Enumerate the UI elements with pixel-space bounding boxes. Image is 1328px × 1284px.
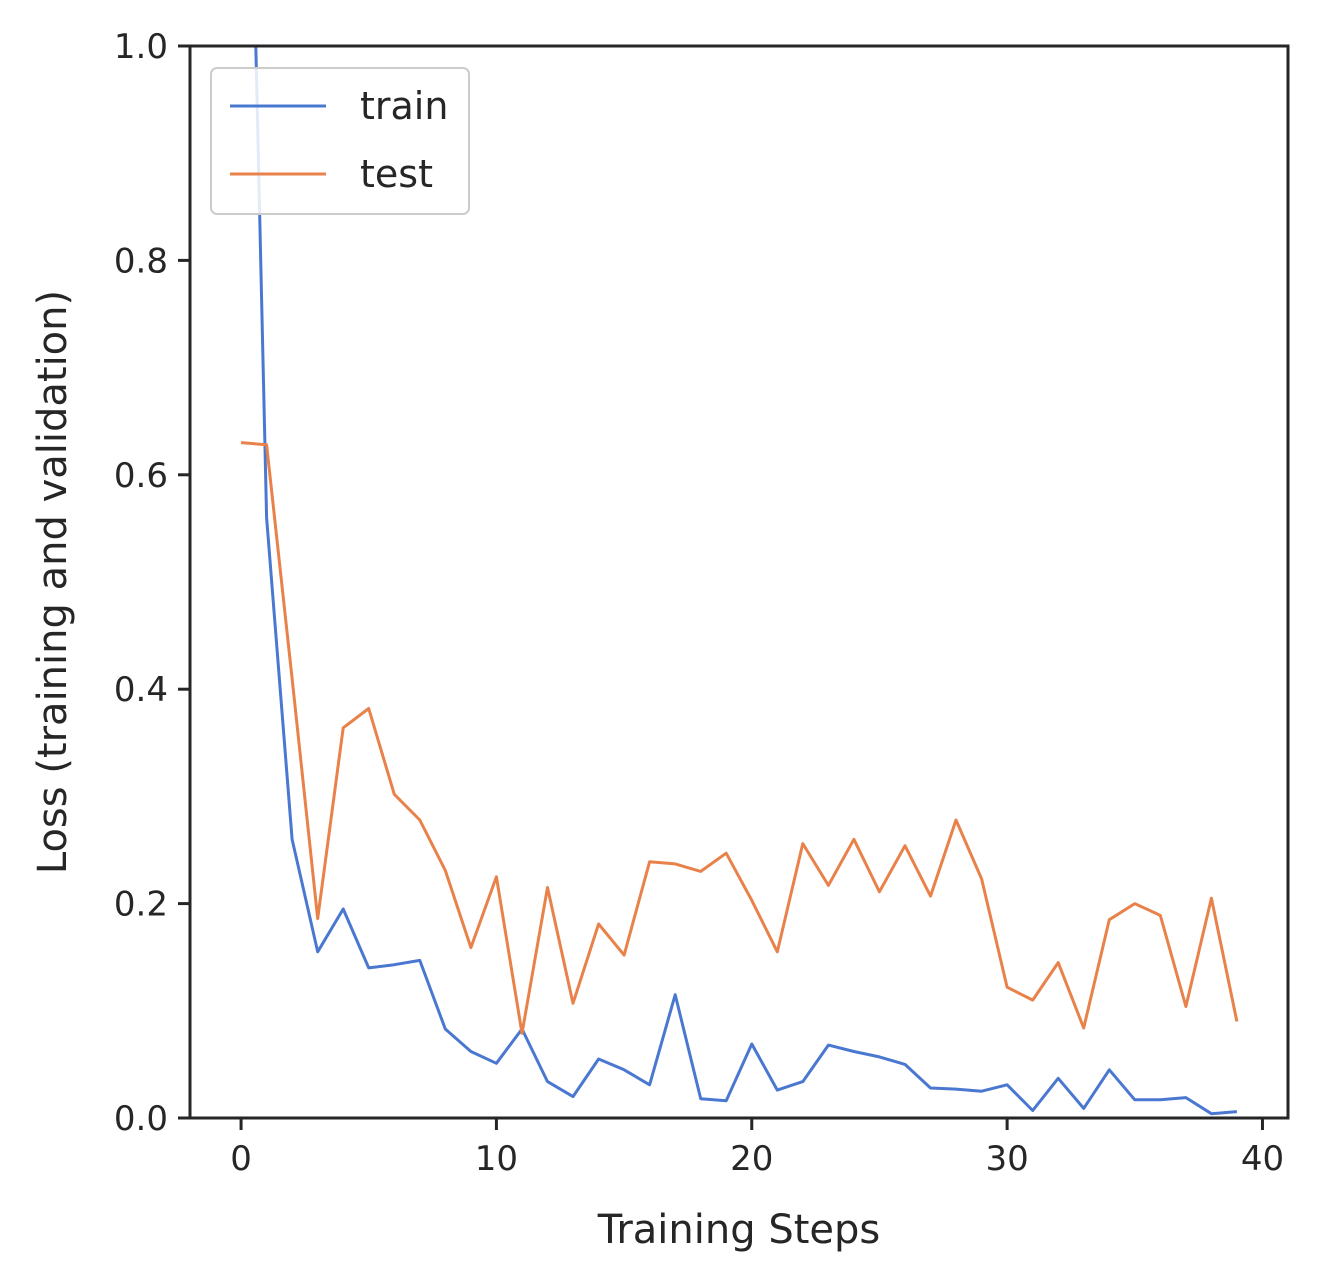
- x-tick-label: 40: [1241, 1139, 1284, 1179]
- y-tick-label: 0.6: [114, 456, 168, 496]
- y-tick-label: 1.0: [114, 27, 168, 67]
- legend-label-train: train: [360, 84, 448, 128]
- x-axis-label: Training Steps: [597, 1207, 880, 1253]
- x-tick-label: 10: [475, 1139, 518, 1179]
- plot-frame: [188, 44, 1290, 1120]
- y-tick-label: 0.4: [114, 670, 168, 710]
- y-axis-label: Loss (training and validation): [30, 290, 76, 874]
- series-line-train: [254, 46, 1238, 1116]
- x-tick-label: 0: [230, 1139, 252, 1179]
- x-tick-label: 30: [985, 1139, 1028, 1179]
- y-tick-label: 0.0: [114, 1099, 168, 1139]
- legend: train test: [210, 67, 470, 215]
- y-tick-label: 0.8: [114, 241, 168, 281]
- y-tick-label: 0.2: [114, 885, 168, 925]
- legend-label-test: test: [360, 152, 433, 196]
- series-layer: [240, 46, 1239, 1116]
- ticks-layer: 0 10 20 30 40 0.0 0.2 0.4 0.6 0.8 1.0: [114, 27, 1284, 1179]
- series-line-test: [240, 441, 1239, 1035]
- x-tick-label: 20: [730, 1139, 773, 1179]
